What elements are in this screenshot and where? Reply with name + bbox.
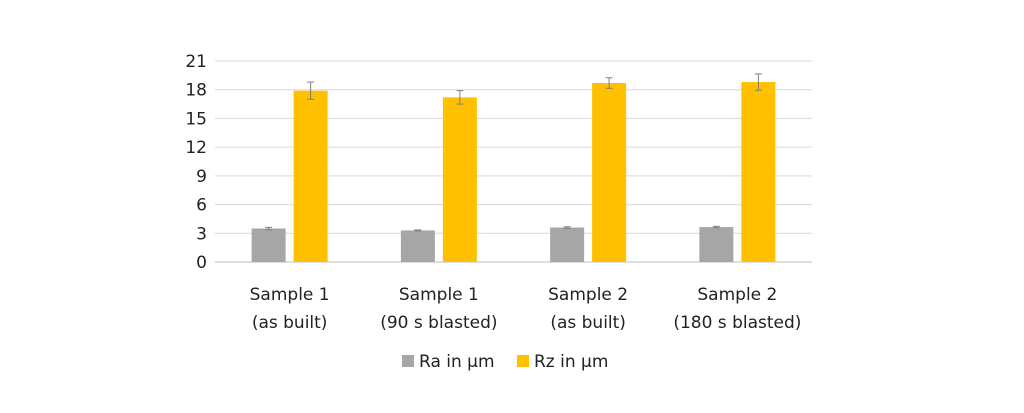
bar-rz (741, 82, 776, 262)
error-bar (712, 225, 720, 229)
y-tick-label: 0 (196, 253, 207, 273)
y-tick-label: 21 (185, 52, 207, 72)
error-bar (754, 73, 762, 91)
x-axis-labels: Sample 1 (as built) Sample 1 (90 s blasted)… (250, 285, 802, 333)
bar-ra (550, 227, 585, 262)
x-tick-label: Sample 2 (697, 285, 777, 305)
x-tick-label: (180 s blasted) (673, 313, 801, 333)
legend-swatch (402, 355, 414, 367)
y-tick-label: 18 (185, 81, 207, 101)
y-axis-ticks: 0 3 6 9 12 15 18 21 (185, 52, 207, 273)
error-bar (265, 226, 273, 231)
legend-swatch (517, 355, 529, 367)
bar-ra (251, 228, 286, 262)
x-tick-label: Sample 2 (548, 285, 628, 305)
y-tick-label: 3 (196, 224, 207, 244)
error-bar (605, 77, 613, 89)
y-tick-label: 15 (185, 109, 207, 129)
error-bar (307, 81, 315, 100)
y-tick-label: 12 (185, 138, 207, 158)
bar-rz (442, 97, 477, 262)
error-bar (563, 226, 571, 229)
x-tick-label: Sample 1 (250, 285, 330, 305)
y-tick-label: 9 (196, 167, 207, 187)
x-tick-label: (as built) (252, 313, 328, 333)
x-tick-label: (as built) (550, 313, 626, 333)
bars (251, 73, 776, 263)
bar-ra (400, 230, 435, 262)
bar-ra (699, 227, 734, 262)
bar-rz (592, 83, 627, 262)
legend-label: Rz in µm (534, 352, 608, 372)
legend: Ra in µm Rz in µm (402, 352, 608, 372)
bar-rz (293, 90, 328, 263)
x-tick-label: (90 s blasted) (380, 313, 497, 333)
error-bar (414, 229, 422, 232)
x-tick-label: Sample 1 (399, 285, 479, 305)
error-bar (456, 90, 464, 105)
y-tick-label: 6 (196, 196, 207, 216)
legend-label: Ra in µm (419, 352, 495, 372)
